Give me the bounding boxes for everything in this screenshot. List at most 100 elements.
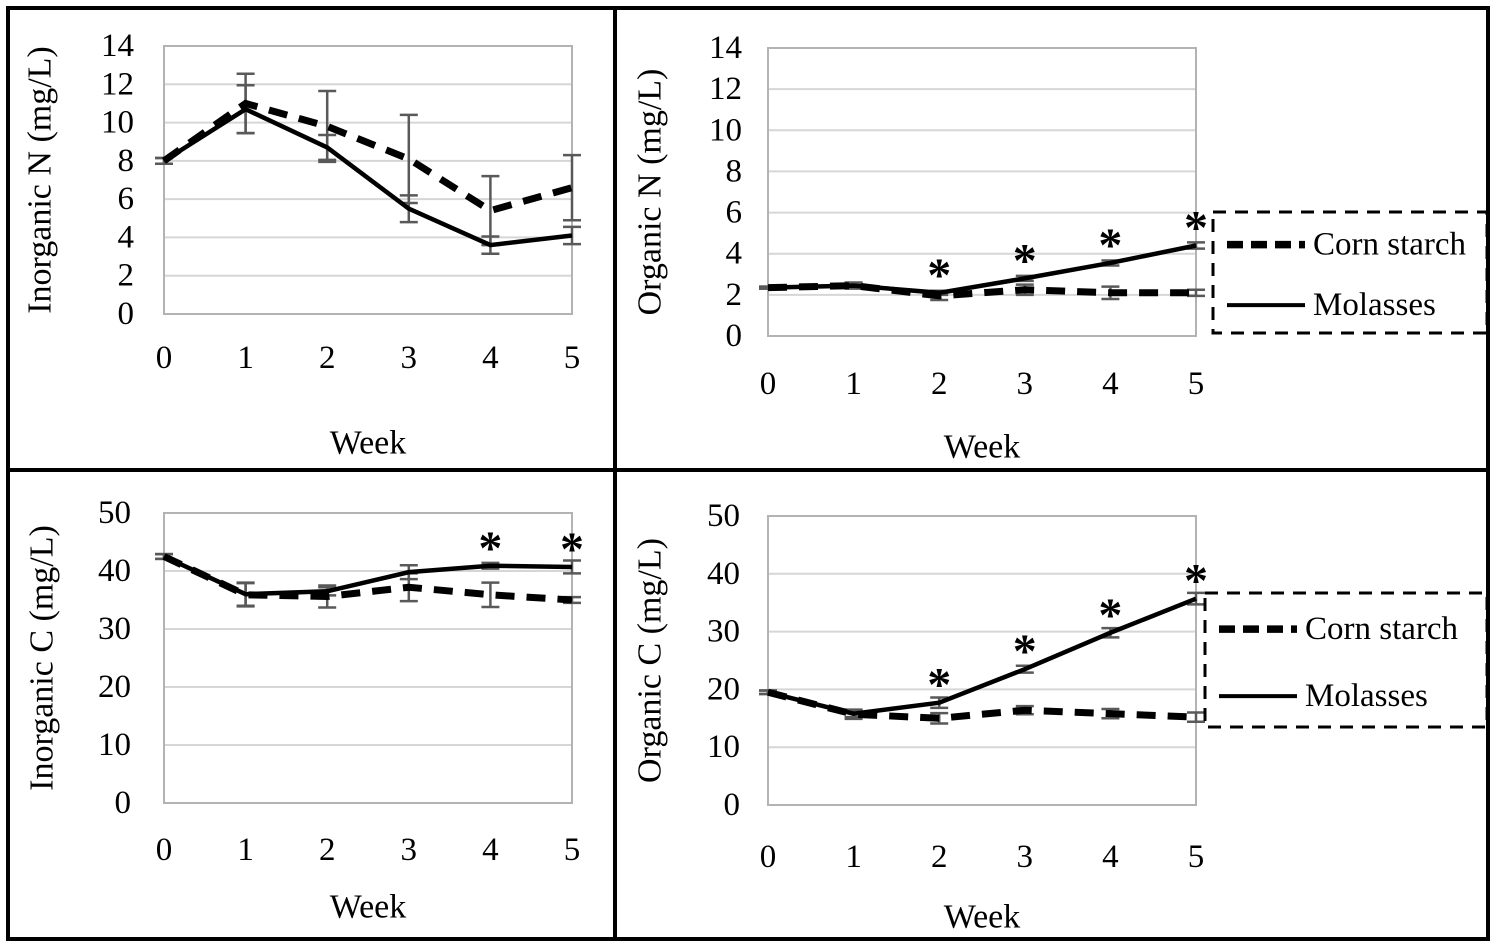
x-axis-tick-labels: 0 1 2 3 4 5 [760,839,1205,875]
significance-asterisk: * [1098,589,1122,642]
y-tick-label: 2 [118,258,135,294]
y-axis-title: Organic N (mg/L) [632,69,669,316]
y-tick-label: 40 [707,556,740,592]
error-bars-molasses [759,591,1205,719]
y-tick-label: 0 [726,318,743,354]
significance-asterisk: * [1098,219,1122,272]
x-tick-label: 5 [1188,366,1205,402]
y-tick-label: 8 [118,143,135,179]
y-tick-label: 4 [118,219,135,255]
y-tick-label: 8 [726,153,743,189]
y-tick-label: 14 [709,30,742,66]
y-tick-label: 12 [101,66,134,102]
significance-asterisk: * [927,659,951,712]
x-tick-label: 1 [237,832,254,868]
x-tick-label: 2 [319,832,336,868]
x-tick-label: 0 [156,832,173,868]
plot-area-border [767,515,1197,806]
y-tick-label: 30 [98,611,131,647]
legend: Corn starch Molasses [1203,591,1489,729]
significance-asterisk: * [1013,234,1037,287]
y-tick-label: 20 [98,669,131,705]
x-axis-tick-labels: 0 1 2 3 4 5 [760,366,1205,402]
panel-divider-vertical [613,6,617,941]
x-tick-label: 4 [1102,366,1119,402]
x-axis-title: Week [944,899,1021,936]
y-tick-label: 50 [98,495,131,531]
x-tick-label: 0 [760,839,777,875]
y-tick-label: 40 [98,553,131,589]
chart-panel-organic-n: 0 2 4 6 8 10 12 14 Organic N (mg/L) 0 1 2 3 4 5 Week * * *… [617,6,1494,473]
significance-markers: * * [478,522,584,576]
gridlines [768,47,1196,337]
gridlines [768,515,1196,806]
significance-asterisk: * [1013,625,1037,678]
x-tick-label: 1 [845,366,862,402]
y-axis-title: Inorganic N (mg/L) [22,46,59,314]
plot-area-border [163,512,573,804]
x-tick-label: 1 [845,839,862,875]
x-tick-label: 2 [931,366,948,402]
y-axis-tick-labels: 0 10 20 30 40 50 [98,495,131,821]
legend-box [1211,210,1489,335]
error-bars-molasses [155,83,581,255]
x-tick-label: 1 [237,340,254,376]
x-axis-title: Week [330,425,407,462]
y-tick-label: 6 [118,181,135,217]
x-axis-title: Week [944,429,1021,466]
significance-asterisk: * [1184,201,1208,254]
chart-inorganic-c-mg-l: 0 10 20 30 40 50 Inorganic C (mg/L) 0 1 2 3 4 5 Week *… [24,495,585,926]
gridlines [164,45,572,315]
y-tick-label: 0 [724,787,741,823]
x-tick-label: 4 [1102,839,1119,875]
legend-box [1203,591,1489,729]
x-axis-title: Week [330,889,407,926]
y-axis-tick-labels: 0 10 20 30 40 50 [707,498,740,823]
y-tick-label: 12 [709,71,742,107]
x-axis-tick-labels: 0 1 2 3 4 5 [156,832,581,868]
chart-organic-c-mg-l: 0 10 20 30 40 50 Organic C (mg/L) 0 1 2 3 4 5 Week * * *… [632,498,1489,936]
x-tick-label: 5 [564,340,581,376]
series-line-molasses [767,596,1197,716]
chart-panel-inorganic-n: 0 2 4 6 8 10 12 14 Inorganic N (mg/L) 0 1 2 3 4 5 Week [6,6,613,473]
x-axis-tick-labels: 0 1 2 3 4 5 [156,340,581,376]
x-tick-label: 0 [156,340,173,376]
y-tick-label: 0 [115,785,132,821]
y-axis-title: Inorganic C (mg/L) [24,525,61,791]
chart-panel-organic-c: 0 10 20 30 40 50 Organic C (mg/L) 0 1 2 3 4 5 Week * * *… [617,473,1494,948]
significance-markers: **** [927,555,1208,712]
y-tick-label: 0 [118,296,135,332]
legend-label-corn-starch: Corn starch [1313,227,1467,263]
significance-asterisk: * [478,522,502,575]
legend-label-corn-starch: Corn starch [1305,611,1459,647]
significance-asterisk: * [560,523,584,576]
x-tick-label: 3 [1017,839,1034,875]
series-line-molasses [162,106,573,248]
y-tick-label: 10 [101,105,134,141]
x-tick-label: 5 [564,832,581,868]
series-line-corn-starch [162,553,573,604]
x-tick-label: 4 [482,832,499,868]
error-bars-corn-starch [155,72,581,247]
gridlines [164,512,572,804]
plot-area-border [767,47,1197,337]
legend: Corn starch Molasses [1211,210,1489,335]
y-tick-label: 30 [707,614,740,650]
y-tick-label: 10 [709,112,742,148]
x-tick-label: 2 [319,340,336,376]
x-tick-label: 4 [482,340,499,376]
y-tick-label: 20 [707,671,740,707]
y-tick-label: 50 [707,498,740,534]
x-tick-label: 3 [1017,366,1034,402]
series-line-corn-starch [161,99,573,215]
y-tick-label: 10 [98,727,131,763]
series-line-corn-starch [767,688,1197,722]
x-tick-label: 3 [401,832,418,868]
x-tick-label: 2 [931,839,948,875]
y-tick-label: 10 [707,729,740,765]
x-tick-label: 0 [760,366,777,402]
